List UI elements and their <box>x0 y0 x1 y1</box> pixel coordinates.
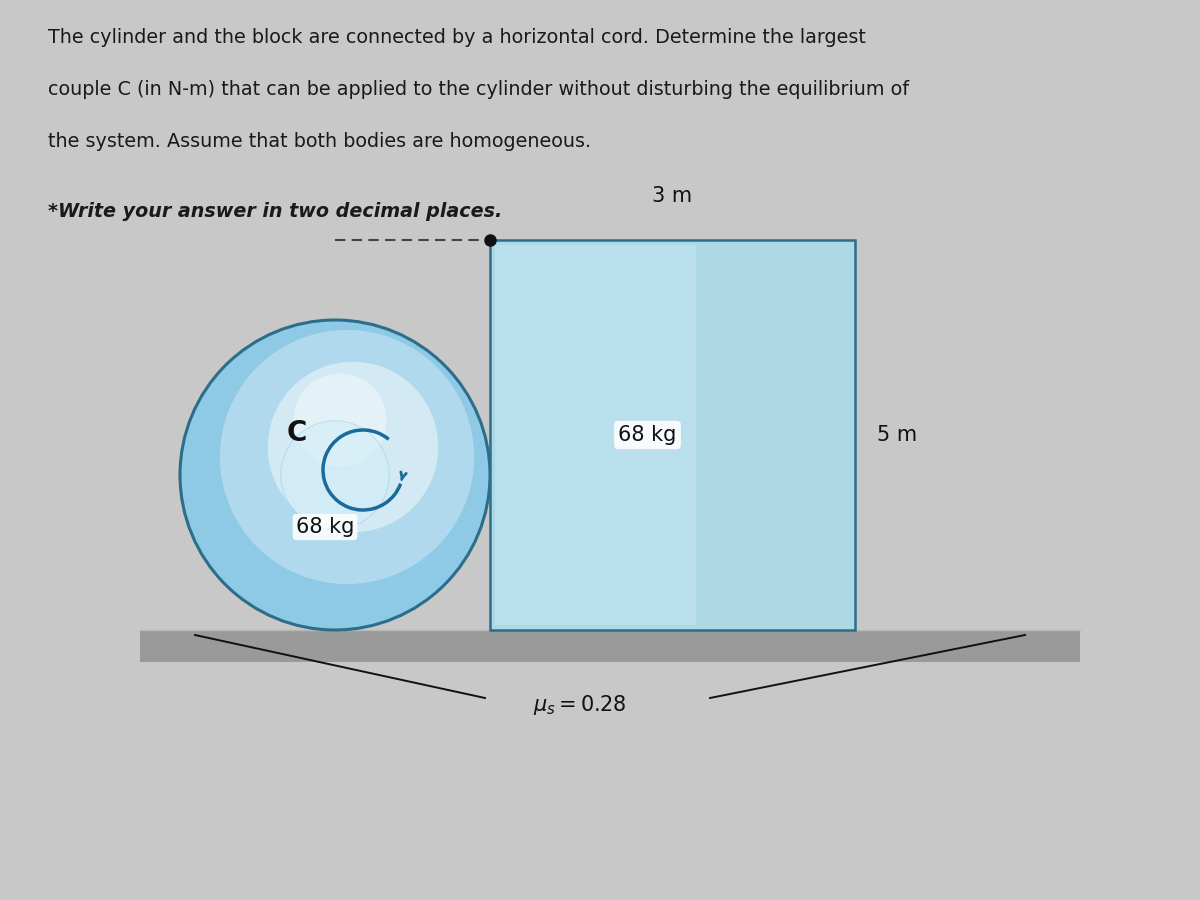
Circle shape <box>220 330 474 584</box>
Text: 3 m: 3 m <box>653 186 692 206</box>
Bar <box>140 630 1080 662</box>
Text: $\mu_s = 0.28$: $\mu_s = 0.28$ <box>533 693 626 717</box>
Text: the system. Assume that both bodies are homogeneous.: the system. Assume that both bodies are … <box>48 132 592 151</box>
Text: The cylinder and the block are connected by a horizontal cord. Determine the lar: The cylinder and the block are connected… <box>48 28 866 47</box>
Circle shape <box>294 374 386 466</box>
Text: couple C (in N-m) that can be applied to the cylinder without disturbing the equ: couple C (in N-m) that can be applied to… <box>48 80 910 99</box>
Text: C: C <box>287 419 307 447</box>
Circle shape <box>281 421 389 529</box>
Circle shape <box>180 320 490 630</box>
Bar <box>496 245 696 625</box>
Text: 68 kg: 68 kg <box>618 425 677 445</box>
Text: 5 m: 5 m <box>877 425 917 445</box>
Text: 68 kg: 68 kg <box>296 517 354 537</box>
Text: *Write your answer in two decimal places.: *Write your answer in two decimal places… <box>48 202 503 221</box>
Circle shape <box>268 362 438 532</box>
Bar <box>490 240 856 630</box>
